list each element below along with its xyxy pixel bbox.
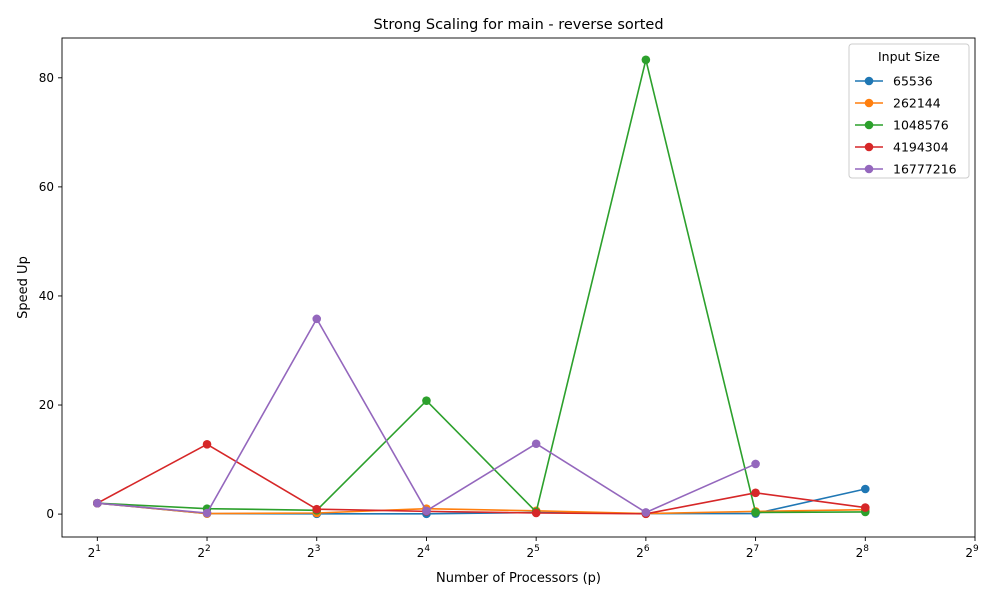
data-point	[531, 439, 541, 449]
x-axis-label: Number of Processors (p)	[436, 571, 601, 586]
x-tick-label: 24	[417, 544, 431, 560]
data-point	[422, 396, 431, 405]
x-tick-label: 25	[526, 544, 539, 560]
legend-box	[848, 43, 970, 179]
series-line	[96, 443, 866, 515]
x-tick-label: 26	[636, 544, 650, 560]
legend-item: 16777216	[855, 162, 957, 177]
legend-item: 1048576	[855, 118, 949, 133]
x-tick-label: 29	[965, 544, 979, 560]
data-point	[641, 508, 651, 517]
legend-swatch-marker	[864, 164, 874, 174]
series-16777216	[93, 314, 760, 518]
data-point	[422, 506, 431, 516]
data-point	[93, 498, 102, 508]
series-line	[97, 318, 756, 514]
y-tick-label: 40	[39, 289, 54, 303]
y-tick-label: 20	[39, 398, 54, 412]
x-tick-label: 22	[197, 544, 210, 560]
x-tick-label: 28	[856, 544, 870, 560]
legend-label: 16777216	[893, 162, 957, 177]
x-tick-label: 23	[307, 544, 320, 560]
x-tick-label: 27	[746, 544, 759, 560]
axes: 21 22 23 24 25 26 27 28 29 0 20 40 60 80	[39, 71, 979, 560]
legend-item: 65536	[855, 74, 933, 89]
legend-swatch-marker	[864, 76, 874, 86]
data-point	[202, 508, 212, 518]
data-point	[641, 55, 651, 65]
y-tick-label: 0	[46, 507, 54, 521]
legend-item: 4194304	[855, 140, 949, 155]
data-point	[860, 484, 870, 494]
x-tick-label: 21	[88, 544, 101, 560]
data-point	[751, 488, 760, 498]
legend-label: 262144	[893, 96, 941, 111]
legend-label: 4194304	[893, 140, 949, 155]
data-point	[312, 314, 322, 324]
y-tick-label: 80	[39, 71, 54, 85]
data-point	[202, 439, 212, 449]
y-axis-label: Speed Up	[16, 256, 31, 319]
data-point	[751, 459, 760, 469]
chart-title: Strong Scaling for main - reverse sorted	[373, 17, 663, 33]
series-line	[97, 502, 866, 515]
series-line	[97, 59, 866, 514]
legend-swatch-marker	[864, 142, 874, 152]
series-layer	[93, 55, 870, 519]
legend-swatch-marker	[864, 120, 874, 130]
plot-frame	[61, 37, 976, 538]
legend-label: 65536	[893, 74, 933, 89]
legend-swatch-marker	[864, 98, 874, 108]
data-point	[860, 503, 870, 512]
legend: Input Size 65536 262144 1048576 4194304 16777…	[848, 43, 970, 179]
legend-label: 1048576	[893, 118, 949, 133]
legend-title: Input Size	[878, 49, 940, 64]
data-point	[531, 508, 541, 518]
data-point	[312, 504, 322, 514]
legend-item: 262144	[855, 96, 941, 111]
y-tick-label: 60	[39, 180, 54, 194]
data-point	[751, 508, 760, 517]
